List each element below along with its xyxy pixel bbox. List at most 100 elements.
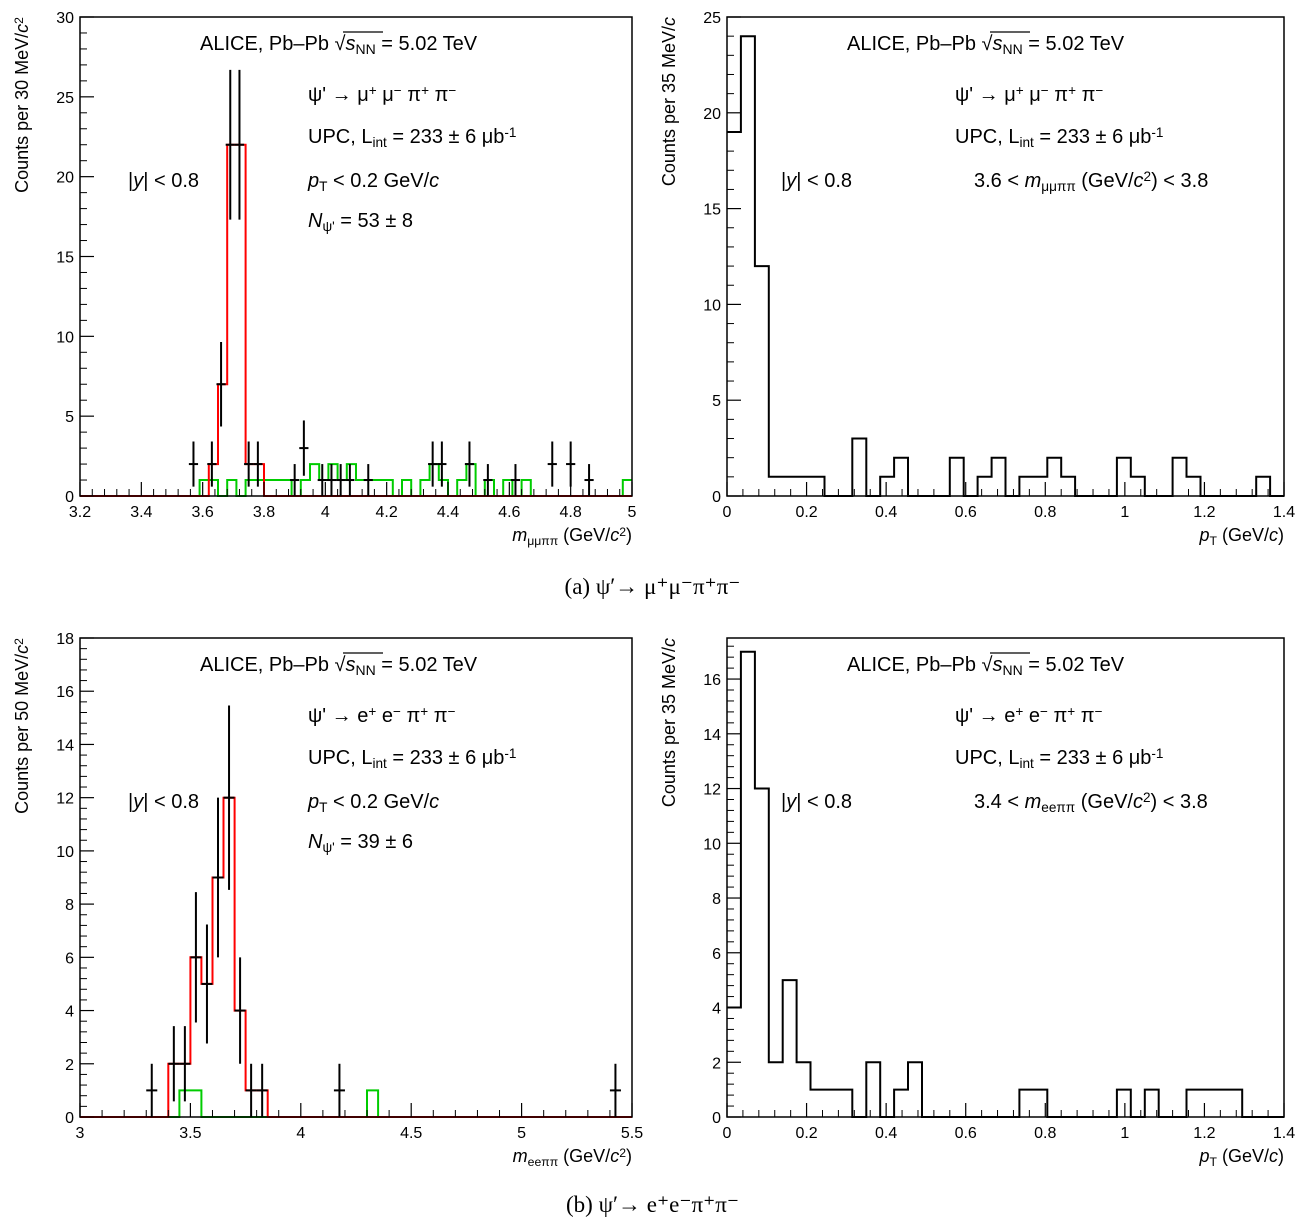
x-tick-label: 1.4 [1273, 504, 1295, 521]
data-point [290, 464, 300, 496]
data-point [179, 1026, 191, 1102]
x-tick-label: 1.2 [1193, 1125, 1215, 1142]
x-tick-label: 4 [321, 504, 330, 521]
data-point [244, 441, 254, 487]
y-tick-label: 15 [703, 202, 721, 219]
y-axis-title: Counts per 35 MeV/c [659, 638, 679, 807]
data-point [363, 464, 373, 496]
x-tick-label: 1 [1120, 1125, 1129, 1142]
caption-a: (a) ψ′→ μ⁺μ⁻π⁺π⁻ [564, 574, 741, 599]
y-tick-label: 0 [712, 1110, 721, 1127]
y-tick-label: 14 [703, 727, 721, 744]
y-tick-label: 2 [712, 1055, 721, 1072]
signal-histogram [80, 143, 632, 497]
x-tick-label: 4.5 [400, 1125, 422, 1142]
data-point [216, 341, 226, 427]
rapidity-label: |y| < 0.8 [781, 791, 852, 813]
x-tick-label: 0.8 [1034, 1125, 1056, 1142]
luminosity-label: UPC, Lint = 233 ± 6 μb-1 [955, 746, 1164, 771]
data-point [256, 1063, 268, 1117]
background-histogram [80, 463, 632, 497]
caption-b: (b) ψ′→ e⁺e⁻π⁺π⁻ [566, 1192, 739, 1217]
x-tick-label: 0.4 [875, 504, 897, 521]
data-point [168, 1026, 180, 1102]
header-text: ALICE, Pb–Pb √sNN = 5.02 TeV [847, 33, 1125, 57]
data-point [234, 957, 246, 1064]
data-point [299, 420, 309, 476]
header-text: ALICE, Pb–Pb √sNN = 5.02 TeV [200, 33, 478, 57]
y-tick-label: 2 [65, 1057, 74, 1074]
y-tick-label: 16 [56, 684, 74, 701]
x-tick-label: 4.4 [437, 504, 459, 521]
x-axis-title: pT (GeV/c) [1198, 525, 1284, 548]
y-tick-label: 5 [65, 409, 74, 426]
x-axis-title: mμμππ (GeV/c2) [512, 525, 632, 548]
pt-cut-label: pT < 0.2 GeV/c [307, 791, 439, 815]
data-point [234, 69, 245, 220]
x-axis-title: meeππ (GeV/c2) [513, 1146, 632, 1169]
x-tick-label: 0.4 [875, 1125, 897, 1142]
x-tick-label: 0.6 [955, 504, 977, 521]
rapidity-label: |y| < 0.8 [128, 791, 199, 813]
y-tick-label: 20 [703, 106, 721, 123]
y-tick-label: 8 [712, 891, 721, 908]
y-tick-label: 12 [56, 791, 74, 808]
x-tick-label: 5 [517, 1125, 526, 1142]
data-point [326, 464, 337, 496]
y-axis-title: Counts per 35 MeV/c [659, 17, 679, 186]
x-tick-label: 1.4 [1273, 1125, 1295, 1142]
x-tick-label: 1 [1120, 504, 1129, 521]
data-point [510, 464, 521, 496]
yield-label: Nψ' = 53 ± 8 [308, 210, 413, 234]
decay-label: ψ' → μ+ μ− π+ π− [308, 83, 456, 106]
data-point [207, 441, 217, 487]
rapidity-label: |y| < 0.8 [781, 170, 852, 192]
data-point [253, 441, 263, 487]
panel-a-mass: 3.2 3.4 3.6 3.8 4 4.2 4.4 4.6 4.8 5 0 5 10 15 20 25 30 mμ… [12, 10, 637, 548]
x-tick-label: 4.8 [560, 504, 582, 521]
y-tick-label: 14 [56, 737, 74, 754]
y-tick-label: 0 [65, 1110, 74, 1127]
data-point [190, 892, 202, 1023]
data-point [428, 441, 438, 487]
luminosity-label: UPC, Lint = 233 ± 6 μb-1 [308, 125, 517, 150]
y-tick-label: 4 [65, 1004, 74, 1021]
y-tick-label: 25 [703, 10, 721, 27]
x-tick-label: 5.5 [621, 1125, 643, 1142]
data-point [584, 464, 594, 496]
x-tick-label: 4 [296, 1125, 305, 1142]
yield-label: Nψ' = 39 ± 6 [308, 831, 413, 855]
data-point [245, 1063, 257, 1117]
data-point [437, 441, 447, 487]
plot-frame [726, 16, 1285, 497]
panel-b-pt: 0 0.2 0.4 0.6 0.8 1 1.2 1.4 0 2 4 6 8 10 12 14 16 pT (GeV… [659, 637, 1295, 1169]
y-tick-label: 10 [703, 297, 721, 314]
y-tick-label: 30 [56, 10, 74, 27]
data-point [146, 1063, 158, 1117]
x-axis-title: pT (GeV/c) [1198, 1146, 1284, 1169]
y-tick-label: 12 [703, 782, 721, 799]
data-point [483, 464, 493, 496]
y-tick-label: 4 [712, 1001, 721, 1018]
x-tick-label: 1.2 [1193, 504, 1215, 521]
decay-label: ψ' → μ+ μ− π+ π− [955, 83, 1103, 106]
y-tick-label: 25 [56, 90, 74, 107]
x-tick-label: 0 [723, 504, 732, 521]
y-tick-label: 0 [65, 489, 74, 506]
data-point [547, 441, 557, 487]
y-tick-label: 10 [703, 836, 721, 853]
header-text: ALICE, Pb–Pb √sNN = 5.02 TeV [847, 654, 1125, 678]
data-point [317, 464, 327, 496]
x-tick-label: 4.2 [376, 504, 398, 521]
y-tick-label: 15 [56, 250, 74, 267]
luminosity-label: UPC, Lint = 233 ± 6 μb-1 [955, 125, 1164, 150]
y-tick-label: 10 [56, 329, 74, 346]
y-axis-title: Counts per 30 MeV/c2 [12, 17, 32, 193]
x-tick-label: 0 [723, 1125, 732, 1142]
y-tick-label: 8 [65, 897, 74, 914]
mass-cut-label: 3.6 < mμμππ (GeV/c2) < 3.8 [974, 169, 1208, 194]
data-point [566, 441, 576, 487]
y-tick-label: 10 [56, 844, 74, 861]
mass-cut-label: 3.4 < meeππ (GeV/c2) < 3.8 [974, 790, 1208, 815]
plot-frame [79, 637, 633, 1118]
